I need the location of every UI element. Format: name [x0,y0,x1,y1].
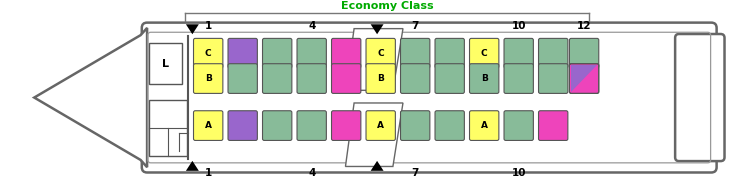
Polygon shape [186,24,199,34]
FancyBboxPatch shape [193,111,223,140]
FancyBboxPatch shape [539,64,568,93]
Text: 12: 12 [577,21,592,31]
Text: 4: 4 [309,21,316,31]
FancyBboxPatch shape [539,111,568,140]
FancyBboxPatch shape [228,111,258,140]
FancyBboxPatch shape [435,64,465,93]
FancyBboxPatch shape [366,111,395,140]
FancyBboxPatch shape [262,64,292,93]
Text: 4: 4 [309,168,316,178]
FancyBboxPatch shape [332,111,361,140]
FancyBboxPatch shape [470,64,499,93]
Text: A: A [205,121,211,130]
Polygon shape [371,161,383,171]
FancyBboxPatch shape [470,38,499,68]
FancyBboxPatch shape [366,38,395,68]
Text: B: B [205,74,211,83]
FancyBboxPatch shape [332,38,361,68]
Polygon shape [371,24,383,34]
Text: B: B [377,74,384,83]
FancyBboxPatch shape [435,111,465,140]
FancyBboxPatch shape [193,64,223,93]
Text: 7: 7 [412,21,419,31]
Text: 7: 7 [412,168,419,178]
Text: C: C [205,49,211,58]
FancyBboxPatch shape [504,38,533,68]
FancyBboxPatch shape [297,111,326,140]
Polygon shape [345,103,403,166]
FancyBboxPatch shape [297,38,326,68]
FancyBboxPatch shape [149,100,187,156]
FancyBboxPatch shape [504,64,533,93]
Polygon shape [34,28,147,167]
Text: A: A [377,121,384,130]
Polygon shape [186,161,199,171]
FancyBboxPatch shape [400,64,430,93]
Text: B: B [481,74,488,83]
FancyBboxPatch shape [262,38,292,68]
FancyBboxPatch shape [262,111,292,140]
FancyBboxPatch shape [332,64,361,93]
Text: Economy Class: Economy Class [341,1,433,11]
Polygon shape [571,65,597,92]
Text: C: C [377,49,384,58]
FancyBboxPatch shape [193,38,223,68]
FancyBboxPatch shape [470,111,499,140]
FancyBboxPatch shape [149,43,182,84]
FancyBboxPatch shape [142,23,716,172]
Text: 1: 1 [205,21,212,31]
Text: 10: 10 [512,168,527,178]
Text: L: L [162,59,169,69]
FancyBboxPatch shape [539,38,568,68]
FancyBboxPatch shape [569,64,599,93]
FancyBboxPatch shape [228,64,258,93]
Polygon shape [345,29,403,90]
FancyBboxPatch shape [228,38,258,68]
FancyBboxPatch shape [675,34,725,161]
FancyBboxPatch shape [435,38,465,68]
FancyBboxPatch shape [504,111,533,140]
FancyBboxPatch shape [400,38,430,68]
Text: 10: 10 [512,21,527,31]
FancyBboxPatch shape [366,64,395,93]
FancyBboxPatch shape [400,111,430,140]
FancyBboxPatch shape [297,64,326,93]
Text: 1: 1 [205,168,212,178]
Text: C: C [481,49,488,58]
Text: A: A [480,121,488,130]
FancyBboxPatch shape [569,38,599,68]
